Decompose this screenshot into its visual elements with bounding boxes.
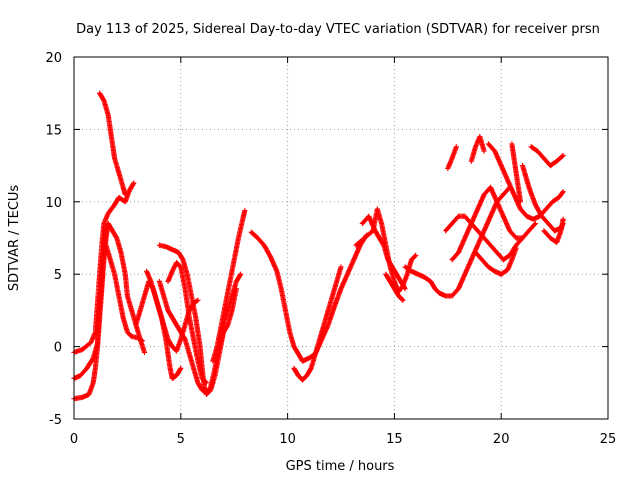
- series-track-28: [509, 141, 524, 205]
- series-track-19: [443, 213, 538, 263]
- series-track-13: [248, 229, 370, 364]
- series-track-24: [519, 163, 566, 234]
- series-track-11: [210, 207, 248, 364]
- data-point-markers: [248, 229, 370, 364]
- x-tick-label: 25: [600, 432, 617, 447]
- y-tick-label: 0: [54, 341, 62, 356]
- x-axis-label: GPS time / hours: [286, 459, 395, 474]
- data-point-markers: [449, 184, 526, 263]
- series-track-5: [103, 242, 145, 344]
- x-tick-label: 5: [177, 432, 185, 447]
- data-point-markers: [97, 90, 128, 198]
- data-point-markers: [445, 144, 459, 172]
- series-track-21: [445, 144, 459, 172]
- data-point-markers: [216, 271, 244, 342]
- y-tick-label: 15: [45, 123, 62, 138]
- series-track-16: [353, 206, 419, 295]
- x-tick-label: 0: [70, 432, 78, 447]
- x-tick-label: 20: [493, 432, 510, 447]
- data-point-markers: [133, 278, 184, 382]
- series-track-6: [133, 278, 184, 382]
- series-track-25: [528, 144, 566, 169]
- x-tick-label: 15: [386, 432, 403, 447]
- x-tick-label: 10: [279, 432, 296, 447]
- series-track-26: [472, 245, 519, 277]
- y-tick-label: 10: [45, 196, 62, 211]
- series-track-20: [449, 184, 526, 263]
- data-point-markers: [485, 141, 566, 222]
- chart-title: Day 113 of 2025, Sidereal Day-to-day VTE…: [76, 22, 600, 37]
- data-point-markers: [165, 260, 210, 386]
- grid: [74, 57, 608, 419]
- y-axis-label: SDTVAR / TECUs: [7, 185, 22, 292]
- series-track-14: [291, 264, 344, 383]
- data-point-markers: [443, 213, 538, 263]
- data-point-markers: [383, 271, 406, 303]
- series-track-27: [541, 216, 566, 245]
- y-tick-label: 20: [45, 51, 62, 66]
- plot-frame: [73, 56, 609, 420]
- y-tick-label: -5: [49, 413, 62, 428]
- data-point-markers: [103, 242, 145, 344]
- series-track-23: [485, 141, 566, 222]
- y-tick-label: 5: [54, 268, 62, 283]
- data-point-markers: [353, 206, 419, 295]
- data-points: [71, 90, 566, 402]
- data-point-markers: [472, 245, 519, 277]
- series-track-22: [468, 134, 487, 164]
- data-point-markers: [541, 216, 566, 245]
- axis-ticks: 0 5 10 15 20 25 -5 0 5 10 15 20: [45, 51, 616, 447]
- series-track-10: [165, 260, 210, 386]
- data-point-markers: [468, 134, 487, 164]
- data-point-markers: [291, 264, 344, 383]
- data-point-markers: [509, 141, 524, 205]
- series-track-17: [383, 271, 406, 303]
- data-point-markers: [528, 144, 566, 169]
- data-point-markers: [519, 163, 566, 234]
- data-point-markers: [210, 207, 248, 364]
- series-track-4: [97, 90, 128, 198]
- series-track-12: [216, 271, 244, 342]
